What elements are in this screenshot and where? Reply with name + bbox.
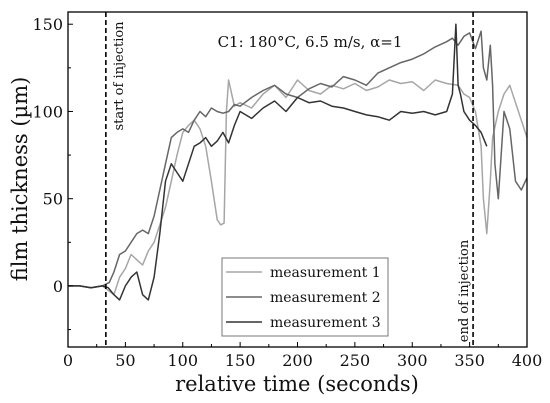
- x-tick-label: 100: [167, 351, 198, 370]
- legend-label-3: measurement 3: [270, 315, 381, 331]
- series-line-1: [68, 79, 528, 296]
- x-tick-label: 350: [454, 351, 485, 370]
- x-tick-label: 400: [512, 351, 543, 370]
- x-tick-label: 200: [282, 351, 313, 370]
- legend: measurement 1 measurement 2 measurement …: [221, 257, 389, 337]
- start-of-injection-label: start of injection: [112, 21, 127, 131]
- y-tick-label: 100: [32, 102, 63, 121]
- legend-label-2: measurement 2: [270, 290, 381, 306]
- chart-title: C1: 180°C, 6.5 m/s, α=1: [218, 33, 403, 51]
- x-tick-label: 150: [225, 351, 256, 370]
- y-tick-label: 150: [32, 15, 63, 34]
- x-tick-label: 250: [340, 351, 371, 370]
- series-line-3: [68, 23, 488, 301]
- y-axis-title: film thickness (µm): [8, 77, 32, 282]
- series-lines: [68, 23, 528, 301]
- x-tick-label: 300: [397, 351, 428, 370]
- y-tick-label: 50: [43, 190, 63, 209]
- axis-ticks: 0 50 100 150 200 250 300 350 400 0 50 100 150: [32, 15, 542, 370]
- legend-label-1: measurement 1: [270, 265, 381, 281]
- y-tick-label: 0: [53, 277, 63, 296]
- x-tick-label: 50: [115, 351, 135, 370]
- x-axis-title: relative time (seconds): [175, 372, 419, 396]
- end-of-injection-label: end of injection: [457, 239, 472, 342]
- x-tick-label: 0: [63, 351, 73, 370]
- series-line-2: [68, 30, 528, 289]
